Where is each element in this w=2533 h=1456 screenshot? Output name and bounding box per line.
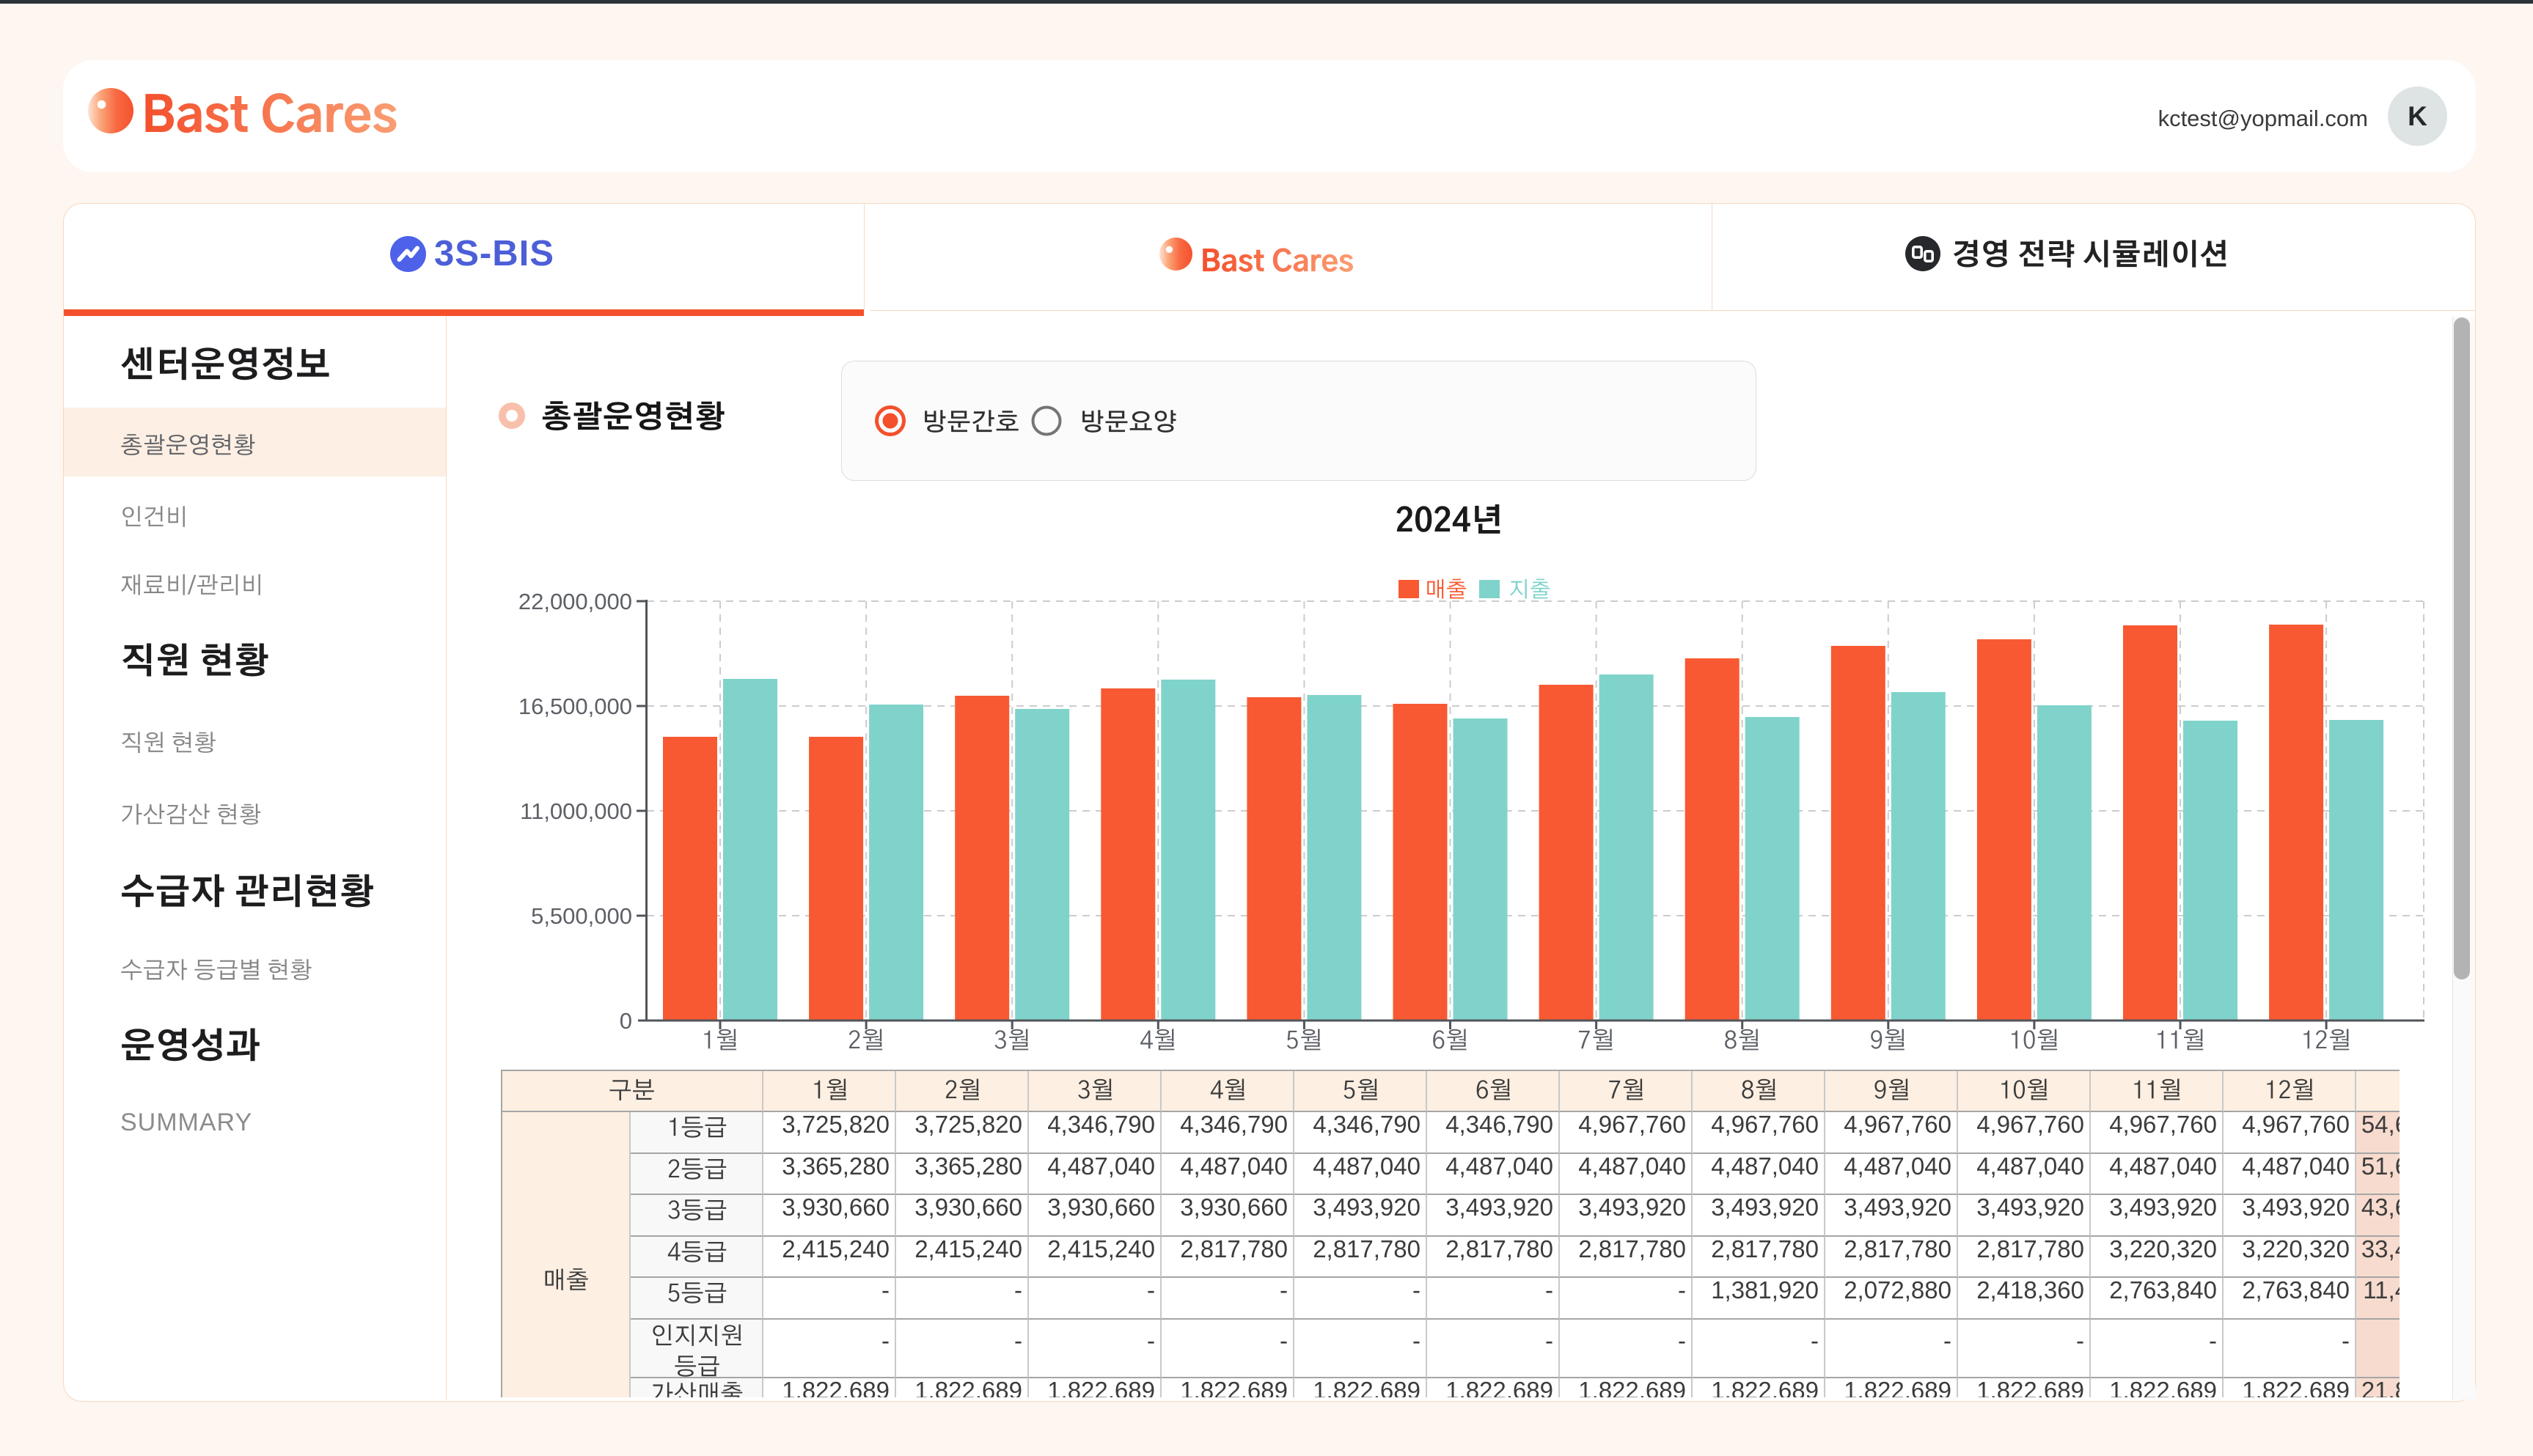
- svg-text:5,500,000: 5,500,000: [531, 903, 632, 929]
- svg-text:22,000,000: 22,000,000: [518, 589, 632, 614]
- svg-text:16,500,000: 16,500,000: [518, 694, 632, 719]
- svg-text:0: 0: [620, 1008, 632, 1034]
- svg-text:11,000,000: 11,000,000: [520, 798, 632, 824]
